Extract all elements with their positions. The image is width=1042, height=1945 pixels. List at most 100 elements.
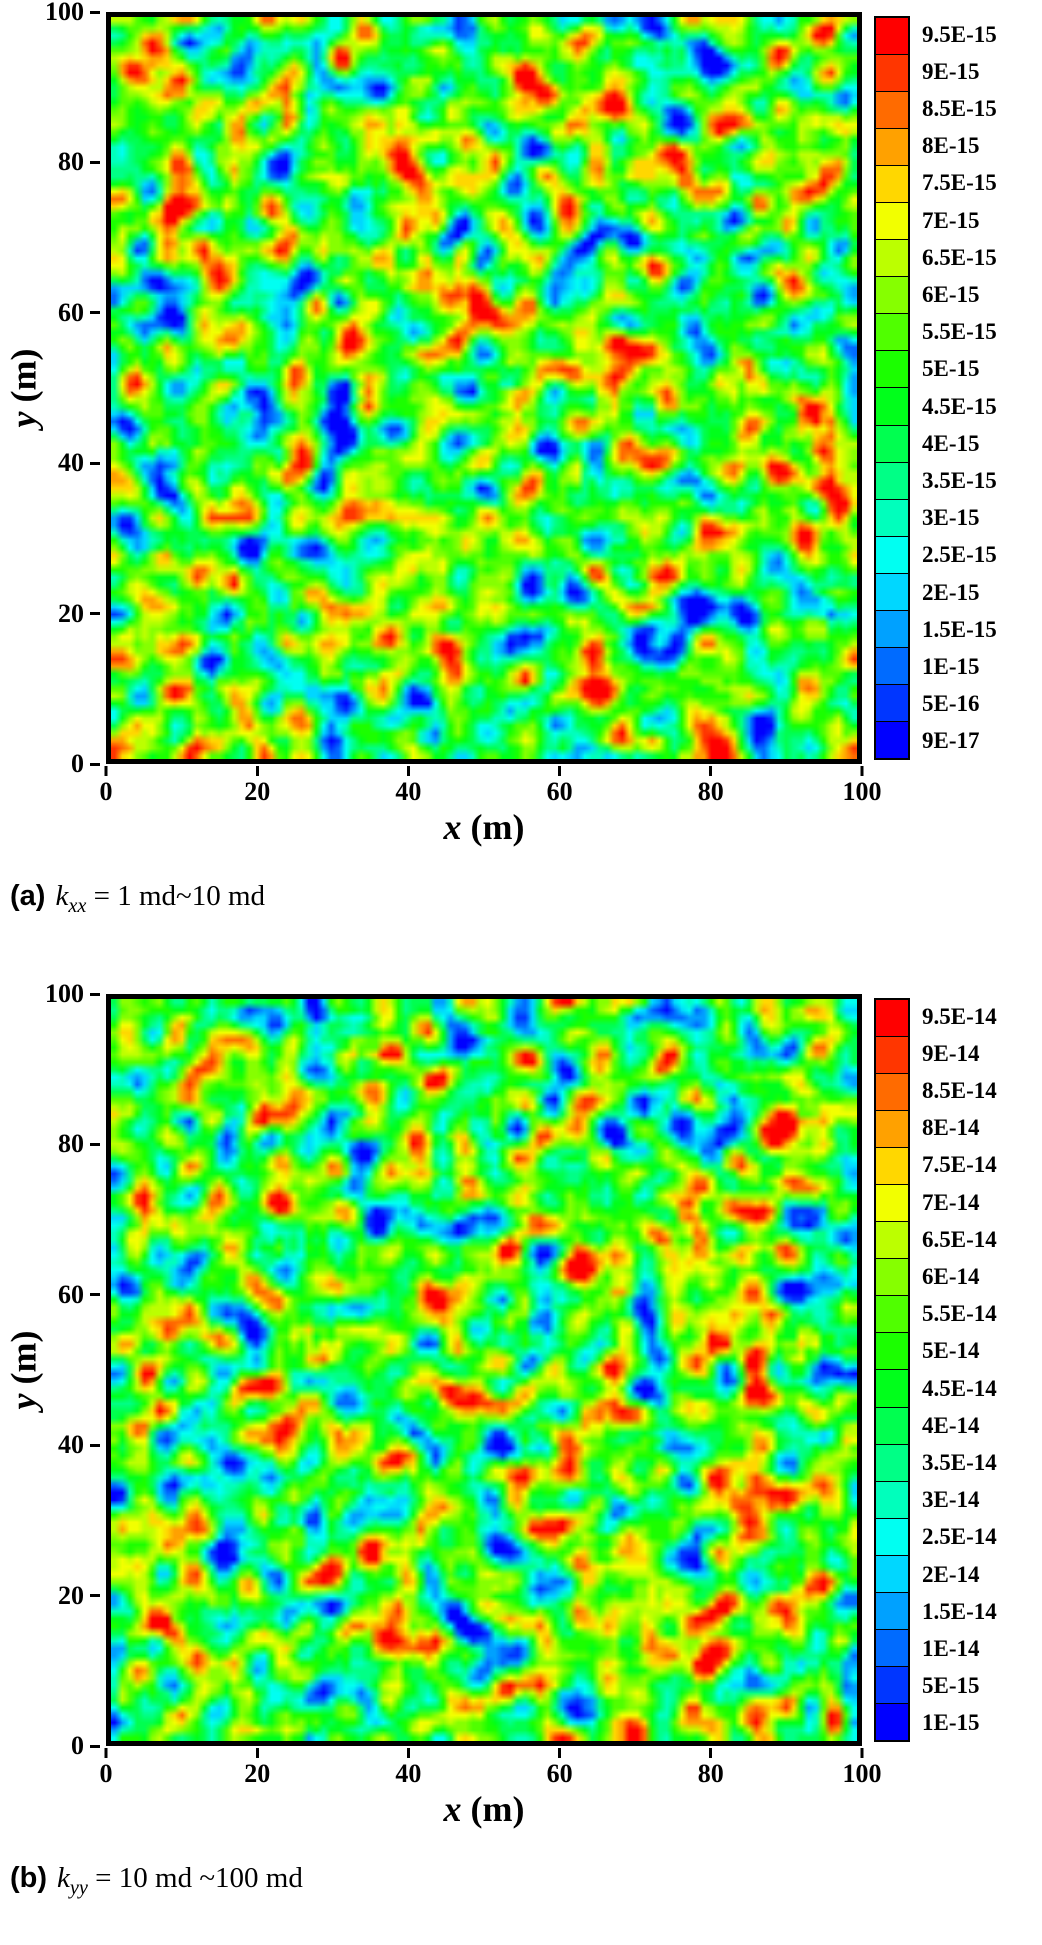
colorbar-cell — [876, 18, 908, 56]
colorbar-label: 5E-15 — [922, 1673, 980, 1699]
colorbar-label: 6.5E-15 — [922, 244, 997, 270]
figure-panel-a: y (m) 0 20 40 60 80 100 0 20 40 60 80 100 x (m) 9.… — [0, 0, 1042, 963]
colorbar-cell — [876, 499, 908, 537]
colorbar-cell — [876, 684, 908, 722]
caption-b: (b) kyy = 10 md ~100 md — [10, 1862, 303, 1900]
y-tick: 100 — [45, 0, 100, 27]
x-axis-variable: x — [443, 1789, 462, 1829]
x-tick-label: 40 — [395, 777, 422, 806]
colorbar-label: 1.5E-14 — [922, 1598, 997, 1624]
colorbar-label: 4.5E-15 — [922, 393, 997, 419]
colorbar-cell — [876, 1555, 908, 1593]
caption-subscript: yy — [69, 1876, 88, 1899]
x-axis-ticks-b: 0 20 40 60 80 100 — [100, 1748, 882, 1794]
colorbar-labels-b: 9.5E-14 9E-14 8.5E-14 8E-14 7.5E-14 7E-14 6.5E… — [922, 998, 1040, 1742]
colorbar-cell — [876, 610, 908, 648]
x-tick-mark — [406, 1748, 410, 1758]
y-tick-mark — [90, 612, 100, 616]
colorbar-cell — [876, 1592, 908, 1630]
colorbar-label: 2.5E-14 — [922, 1524, 997, 1550]
plot-area-b — [106, 994, 862, 1746]
colorbar-cell — [876, 1407, 908, 1445]
colorbar-cell — [876, 166, 908, 204]
caption-value: = 10 md ~100 md — [87, 1862, 303, 1894]
colorbar-cell — [876, 1111, 908, 1149]
colorbar-label: 4.5E-14 — [922, 1375, 997, 1401]
colorbar-label: 3E-15 — [922, 505, 980, 531]
y-tick-mark — [90, 311, 100, 315]
x-tick-mark — [104, 766, 108, 776]
x-tick-mark — [558, 1748, 562, 1758]
x-tick-mark — [255, 1748, 259, 1758]
x-tick: 60 — [547, 1748, 573, 1789]
colorbar-cell — [876, 1444, 908, 1482]
caption-variable: k — [55, 880, 69, 912]
y-tick: 100 — [45, 979, 100, 1009]
y-tick-label: 40 — [58, 1430, 84, 1460]
colorbar-label: 9E-15 — [922, 58, 980, 84]
colorbar-cell — [876, 388, 908, 426]
colorbar-label: 6E-14 — [922, 1264, 980, 1289]
x-axis-variable: x — [443, 807, 462, 847]
y-tick-label: 80 — [58, 147, 84, 177]
y-tick-mark — [90, 1293, 100, 1297]
x-tick-label: 20 — [244, 777, 271, 806]
colorbar-cell — [876, 240, 908, 278]
colorbar-label: 5.5E-15 — [922, 319, 997, 345]
colorbar-cell — [876, 1000, 908, 1038]
caption-tag: (b) — [10, 1862, 48, 1894]
y-tick: 60 — [58, 298, 100, 328]
y-tick-mark — [90, 992, 100, 996]
colorbar-cell — [876, 1481, 908, 1519]
colorbar-label: 5E-16 — [922, 691, 980, 717]
colorbar-label: 8.5E-14 — [922, 1078, 997, 1103]
colorbar-cell — [876, 1518, 908, 1556]
colorbar-label: 7.5E-15 — [922, 170, 997, 196]
x-tick-mark — [255, 766, 259, 776]
x-tick-mark — [406, 766, 410, 776]
colorbar-label: 9E-14 — [922, 1040, 980, 1066]
y-tick-mark — [90, 1744, 100, 1748]
x-tick: 100 — [843, 766, 882, 807]
caption-value: = 1 md~10 md — [86, 880, 266, 912]
colorbar-label: 5E-15 — [922, 356, 980, 382]
x-axis-unit: (m) — [461, 807, 525, 847]
colorbar-label: 4E-14 — [922, 1412, 980, 1438]
y-tick-label: 100 — [45, 0, 84, 26]
x-tick-label: 40 — [395, 1759, 422, 1788]
y-tick-label: 40 — [58, 448, 84, 478]
colorbar-cell — [876, 425, 908, 463]
y-tick-label: 20 — [58, 1580, 84, 1610]
colorbar-cell — [876, 129, 908, 167]
colorbar-cell — [876, 1074, 908, 1112]
colorbar-label: 1E-15 — [922, 1710, 980, 1736]
y-tick-label: 0 — [71, 749, 84, 778]
x-tick: 80 — [698, 766, 724, 807]
x-tick: 20 — [244, 1748, 270, 1789]
colorbar-cell — [876, 1185, 908, 1223]
x-axis-label-a: x (m) — [106, 806, 862, 848]
colorbar-label: 3.5E-14 — [922, 1450, 997, 1475]
colorbar-label: 9.5E-14 — [922, 1003, 997, 1029]
colorbar-cell — [876, 203, 908, 241]
colorbar-cell — [876, 721, 908, 758]
x-tick-label: 80 — [697, 777, 724, 806]
colorbar-label: 9.5E-15 — [922, 21, 997, 47]
caption-variable: k — [57, 1862, 70, 1894]
heatmap-b — [111, 999, 857, 1741]
caption-tag: (a) — [10, 880, 46, 912]
colorbar-b — [874, 998, 910, 1742]
heatmap-a — [111, 17, 857, 759]
y-tick-mark — [90, 1142, 100, 1146]
x-tick-mark — [709, 1748, 713, 1758]
x-tick-mark — [709, 766, 713, 776]
x-tick: 60 — [547, 766, 573, 807]
y-tick-label: 0 — [71, 1731, 84, 1760]
x-tick-label: 0 — [99, 777, 113, 806]
colorbar-cell — [876, 462, 908, 500]
y-tick: 40 — [58, 448, 100, 478]
colorbar-label: 8.5E-15 — [922, 96, 997, 121]
colorbar-cell — [876, 314, 908, 352]
y-tick-mark — [90, 461, 100, 465]
